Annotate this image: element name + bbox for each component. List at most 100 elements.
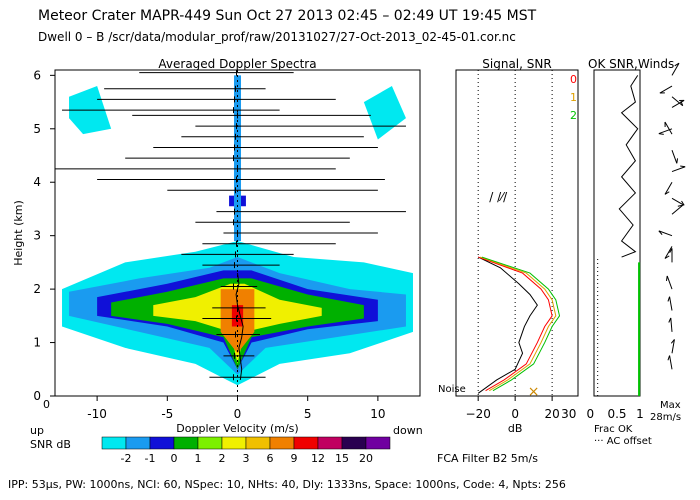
x-tick-label: 10 [370, 407, 385, 421]
snr-x-tick-label: −20 [466, 407, 491, 421]
colorbar-swatch [365, 436, 391, 450]
winds-frame [593, 69, 641, 397]
wind-arrow-head [681, 200, 685, 206]
snr-ok-line [618, 75, 639, 258]
colorbar-label: -2 [121, 452, 132, 465]
colorbar-label: 12 [311, 452, 325, 465]
wind-arrow [671, 339, 675, 354]
colorbar-swatch [173, 436, 199, 450]
wind-arrow-head [680, 165, 686, 168]
frac-ok-label: Frac OK [594, 424, 633, 435]
wind-arrow [669, 296, 673, 311]
snr-title: Signal, SNR [482, 57, 551, 71]
radar-parameters: IPP: 53μs, PW: 1000ns, NCI: 60, NSpec: 1… [8, 478, 566, 491]
wind-arrow-head [658, 230, 663, 235]
colorbar-swatch [101, 436, 127, 450]
down-label: down [393, 424, 423, 437]
ac-offset-label: ··· AC offset [594, 436, 652, 447]
up-label: up [30, 424, 44, 437]
colorbar-swatch [293, 436, 319, 450]
wind-arrow [664, 246, 673, 259]
x-tick-label: 0 [234, 407, 242, 421]
y-tick-label: 0 [43, 398, 50, 411]
winds-x-tick-label: 1 [636, 407, 644, 421]
colorbar-swatch [197, 436, 223, 450]
x-tick-label: -10 [87, 407, 107, 421]
y-tick-label: 5 [33, 122, 41, 136]
wind-arrow-head [664, 255, 670, 259]
colorbar-label: 2 [219, 452, 226, 465]
colorbar-swatch [245, 436, 271, 450]
filter-label: FCA Filter B2 5m/s [437, 452, 538, 465]
colorbar-swatch [341, 436, 367, 450]
page-title: Meteor Crater MAPR-449 Sun Oct 27 2013 0… [38, 8, 537, 24]
colorbar-title: SNR dB [30, 438, 71, 451]
y-tick-label: 1 [33, 336, 41, 350]
spectra-title: Averaged Doppler Spectra [158, 57, 316, 71]
x-tick-label: -5 [161, 407, 173, 421]
winds-legend-entry: 0 [570, 73, 577, 86]
wind-arrow-head [676, 158, 679, 164]
noise-label: Noise [438, 384, 466, 395]
snr-series-line [478, 256, 553, 392]
winds-x-tick-label: 0.5 [607, 407, 626, 421]
noise-marker: × [528, 384, 540, 400]
y-tick-label: 0 [33, 389, 41, 403]
wind-arrow-head [669, 248, 673, 254]
y-tick-label: 4 [33, 175, 41, 189]
snr-x-tick-label: 20 [544, 407, 559, 421]
colorbar-swatch [269, 436, 295, 450]
dwell-path-line: Dwell 0 – B /scr/data/modular_prof/raw/2… [38, 30, 516, 44]
wind-arrow [670, 317, 673, 332]
snr-frame [455, 69, 579, 397]
snr-series-line [477, 256, 538, 394]
wind-arrow-head [674, 62, 680, 67]
snr-series-line [479, 256, 557, 392]
y-tick-label: 6 [33, 68, 41, 82]
colorbar-swatch [221, 436, 247, 450]
wind-arrow-head [665, 275, 668, 281]
winds-title: OK SNR,Winds [588, 57, 674, 71]
colorbar-swatch [317, 436, 343, 450]
wind-arrow [664, 121, 673, 135]
wind-arrow [671, 166, 686, 173]
wind-arrow-head [658, 133, 664, 135]
max-value: 28m/s [650, 412, 681, 423]
winds-legend-entry: 2 [570, 109, 577, 122]
wind-arrow-head [664, 191, 670, 195]
snr-marker-label: / /⁄/ [489, 190, 508, 204]
snr-series-line [481, 256, 561, 392]
y-axis-label: Height (km) [12, 200, 25, 266]
wind-arrow [669, 355, 673, 370]
colorbar-swatch [125, 436, 151, 450]
wind-arrow [671, 99, 685, 108]
wind-arrow [666, 275, 673, 290]
wind-arrow [671, 197, 685, 206]
y-tick-label: 2 [33, 282, 41, 296]
snr-x-axis-label: dB [508, 422, 523, 435]
colorbar-label: 15 [335, 452, 349, 465]
winds-legend-entry: 1 [570, 91, 577, 104]
y-tick-label: 3 [33, 229, 41, 243]
wind-arrow-head [668, 317, 672, 323]
wind-arrow [664, 181, 673, 195]
wind-arrow-head [667, 355, 671, 361]
wind-arrow [671, 62, 680, 76]
colorbar-label: 6 [267, 452, 274, 465]
colorbar-label: 9 [291, 452, 298, 465]
colorbar-label: 20 [359, 452, 373, 465]
x-axis-label: Doppler Velocity (m/s) [176, 422, 298, 435]
winds-x-tick-label: 0 [586, 407, 594, 421]
wind-arrow-head [677, 204, 683, 207]
colorbar-label: 1 [195, 452, 202, 465]
colorbar-label: 0 [171, 452, 178, 465]
wind-arrow [659, 85, 673, 94]
wind-arrow [671, 149, 678, 164]
mean-velocity-line [235, 273, 244, 381]
snr-x-tick-label: 30 [561, 407, 576, 421]
wind-arrow [671, 204, 684, 215]
wind-arrow [658, 230, 673, 237]
band-upper-scatter-right [363, 86, 406, 140]
colorbar-label: -1 [145, 452, 156, 465]
